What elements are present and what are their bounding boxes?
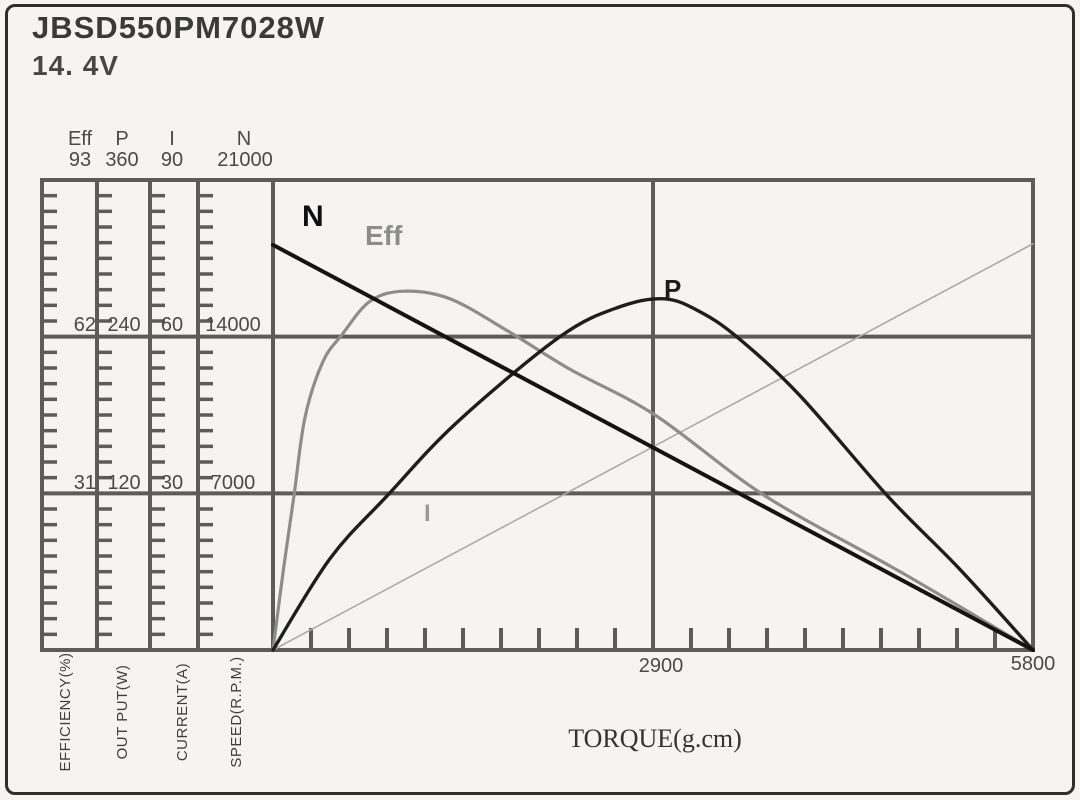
axis-max-power: 360: [105, 149, 139, 171]
axis-low-power: 120: [107, 472, 141, 494]
axis-max-eff: 93: [68, 149, 92, 171]
axis-unit-speed: SPEED(R.P.M.): [228, 656, 245, 768]
axis-max-current: 90: [160, 149, 184, 171]
axis-mid-speed: 14000: [205, 314, 261, 336]
curve-label-current: I: [424, 500, 431, 527]
voltage-label: 14. 4V: [32, 50, 119, 81]
page-title: JBSD550PM7028W: [32, 10, 326, 45]
curve-label-speed: N: [302, 200, 324, 233]
axis-low-current: 30: [160, 472, 184, 494]
axis-mid-eff: 62: [73, 314, 96, 336]
axis-low-speed: 7000: [210, 472, 256, 494]
axis-header-eff: Eff: [67, 128, 93, 150]
axis-unit-output: OUT PUT(W): [114, 664, 131, 760]
axis-unit-current: CURRENT(A): [174, 662, 191, 762]
axis-header-power: P: [115, 128, 129, 150]
x-axis-title: TORQUE(g.cm): [568, 724, 742, 753]
axis-header-speed: N: [236, 128, 252, 150]
axis-unit-efficiency: EFFICIENCY(%): [57, 652, 74, 772]
axis-low-eff: 31: [73, 472, 96, 494]
curve-label-power: P: [664, 274, 682, 304]
axis-mid-power: 240: [107, 314, 141, 336]
x-tick-5800: 5800: [1010, 653, 1056, 675]
axis-mid-current: 60: [160, 314, 184, 336]
x-tick-2900: 2900: [638, 655, 684, 677]
curve-label-efficiency: Eff: [365, 220, 403, 251]
axis-max-speed: 21000: [217, 149, 273, 171]
axis-header-current: I: [169, 128, 175, 150]
